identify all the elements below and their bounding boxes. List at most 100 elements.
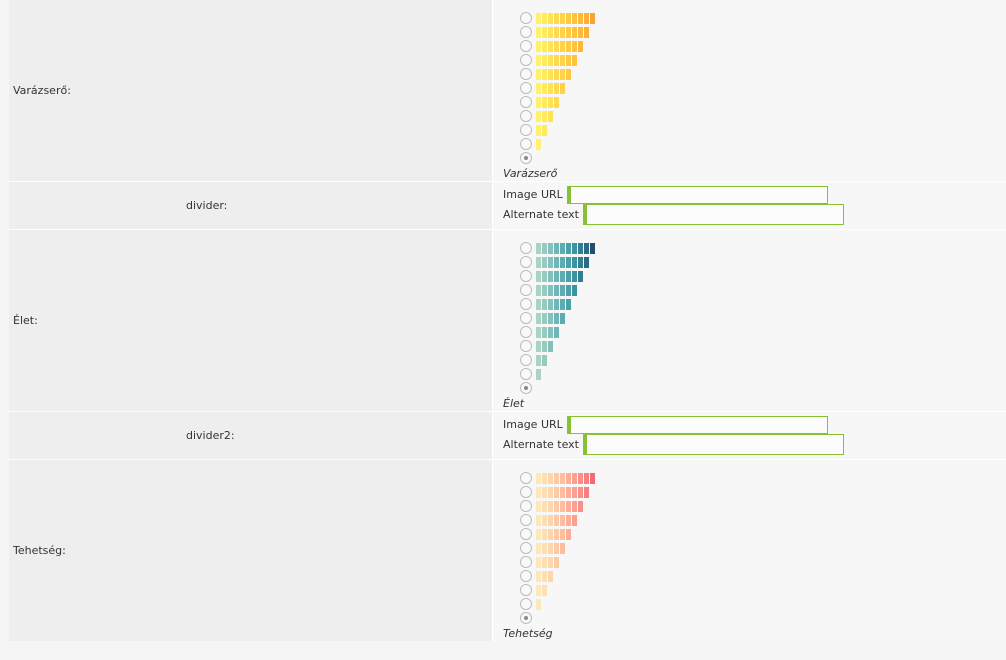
rating-option[interactable] — [520, 137, 596, 151]
rating-radio[interactable] — [520, 284, 532, 296]
rating-square — [560, 26, 565, 38]
rating-square — [578, 256, 583, 268]
rating-caption: Élet — [503, 397, 525, 410]
rating-radio[interactable] — [520, 472, 532, 484]
rating-square — [578, 242, 583, 254]
rating-option[interactable] — [520, 583, 596, 597]
rating-option[interactable] — [520, 39, 596, 53]
rating-radio[interactable] — [520, 312, 532, 324]
rating-radio[interactable] — [520, 68, 532, 80]
image-url-input[interactable] — [566, 416, 828, 434]
rating-square — [572, 500, 577, 512]
rating-radio[interactable] — [520, 12, 532, 24]
rating-radio[interactable] — [520, 584, 532, 596]
rating-option[interactable] — [520, 381, 596, 395]
rating-option[interactable] — [520, 11, 596, 25]
rating-option[interactable] — [520, 555, 596, 569]
rating-option[interactable] — [520, 283, 596, 297]
rating-square — [566, 54, 571, 66]
rating-option[interactable] — [520, 81, 596, 95]
rating-option[interactable] — [520, 611, 596, 625]
rating-square — [536, 500, 541, 512]
rating-option[interactable] — [520, 471, 596, 485]
rating-radio[interactable] — [520, 528, 532, 540]
rating-option[interactable] — [520, 255, 596, 269]
rating-option[interactable] — [520, 123, 596, 137]
rating-square — [560, 256, 565, 268]
rating-square — [536, 40, 541, 52]
rating-bar-icon — [536, 486, 590, 498]
rating-bar-icon — [536, 298, 572, 310]
rating-radio[interactable] — [520, 368, 532, 380]
rating-radio[interactable] — [520, 152, 532, 164]
rating-radio[interactable] — [520, 54, 532, 66]
rating-radio[interactable] — [520, 256, 532, 268]
rating-radio[interactable] — [520, 124, 532, 136]
rating-radio[interactable] — [520, 500, 532, 512]
rating-option[interactable] — [520, 53, 596, 67]
rating-option[interactable] — [520, 325, 596, 339]
rating-radio[interactable] — [520, 242, 532, 254]
rating-option[interactable] — [520, 541, 596, 555]
rating-radio[interactable] — [520, 270, 532, 282]
rating-square — [548, 570, 553, 582]
rating-option[interactable] — [520, 485, 596, 499]
rating-option[interactable] — [520, 353, 596, 367]
rating-radio[interactable] — [520, 26, 532, 38]
rating-bar-icon — [536, 68, 572, 80]
rating-radio[interactable] — [520, 486, 532, 498]
rating-square — [590, 472, 595, 484]
rating-radio[interactable] — [520, 326, 532, 338]
rating-option[interactable] — [520, 499, 596, 513]
rating-square — [542, 556, 547, 568]
rating-option[interactable] — [520, 67, 596, 81]
rating-option[interactable] — [520, 297, 596, 311]
rating-radio[interactable] — [520, 612, 532, 624]
rating-radio[interactable] — [520, 354, 532, 366]
rating-bar-icon — [536, 472, 596, 484]
rating-option[interactable] — [520, 269, 596, 283]
rating-radio[interactable] — [520, 556, 532, 568]
rating-radio[interactable] — [520, 542, 532, 554]
rating-square — [536, 340, 541, 352]
rating-radio[interactable] — [520, 138, 532, 150]
rating-radio[interactable] — [520, 570, 532, 582]
rating-option[interactable] — [520, 109, 596, 123]
rating-radio[interactable] — [520, 110, 532, 122]
alt-text-input[interactable] — [583, 204, 844, 225]
rating-option[interactable] — [520, 339, 596, 353]
rating-square — [536, 12, 541, 24]
rating-radio[interactable] — [520, 82, 532, 94]
rating-option[interactable] — [520, 569, 596, 583]
rating-radio[interactable] — [520, 382, 532, 394]
rating-option[interactable] — [520, 311, 596, 325]
rating-square — [578, 26, 583, 38]
rating-option[interactable] — [520, 527, 596, 541]
image-url-input[interactable] — [566, 186, 828, 204]
rating-radio[interactable] — [520, 340, 532, 352]
rating-square — [536, 570, 541, 582]
rating-option[interactable] — [520, 95, 596, 109]
rating-radio[interactable] — [520, 96, 532, 108]
rating-radio[interactable] — [520, 514, 532, 526]
rating-option[interactable] — [520, 513, 596, 527]
rating-square — [548, 68, 553, 80]
rating-square — [554, 12, 559, 24]
rating-option[interactable] — [520, 367, 596, 381]
alt-text-input[interactable] — [583, 434, 844, 455]
rating-option[interactable] — [520, 25, 596, 39]
rating-option[interactable] — [520, 597, 596, 611]
rating-option[interactable] — [520, 151, 596, 165]
rating-square — [560, 82, 565, 94]
rating-radio[interactable] — [520, 298, 532, 310]
rating-square — [548, 284, 553, 296]
rating-radio[interactable] — [520, 40, 532, 52]
rating-square — [536, 312, 541, 324]
field-value-cell: Image URL Alternate text — [492, 411, 1006, 460]
field-label: divider: — [186, 198, 228, 212]
rating-radio[interactable] — [520, 598, 532, 610]
rating-option[interactable] — [520, 241, 596, 255]
rating-square — [584, 472, 589, 484]
rating-square — [548, 326, 553, 338]
rating-square — [536, 486, 541, 498]
